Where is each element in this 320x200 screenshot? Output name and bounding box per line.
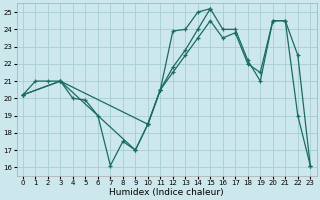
X-axis label: Humidex (Indice chaleur): Humidex (Indice chaleur) bbox=[109, 188, 224, 197]
